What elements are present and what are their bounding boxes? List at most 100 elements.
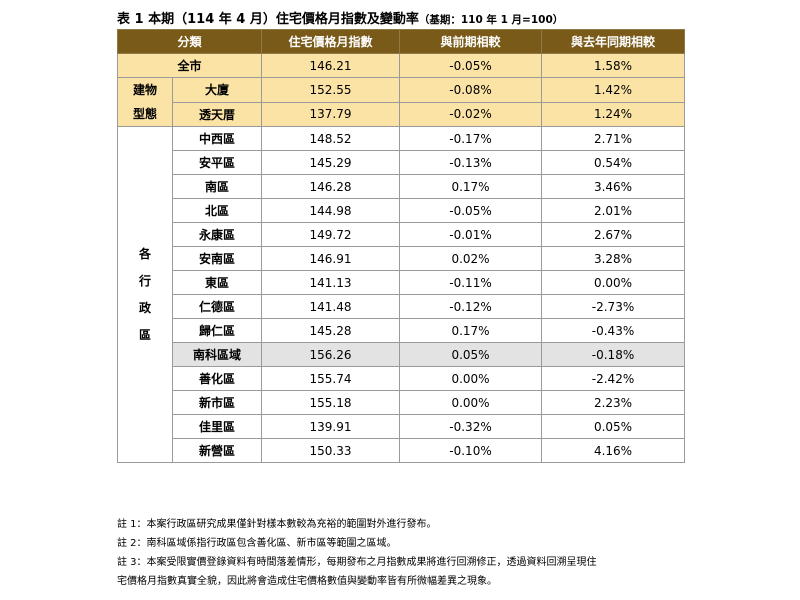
table-row-overall: 全市 146.21 -0.05% 1.58% [116,53,686,78]
cell-yoy: 3.28% [541,246,686,271]
cell-index: 155.18 [261,390,401,415]
cell-yoy: 1.42% [541,77,686,103]
cell-index: 156.26 [261,342,401,367]
table-row: 各 行 政 區中西區 148.52 -0.17% 2.71% [117,126,686,463]
table-row: 透天厝 137.79 -0.02% 1.24% [118,101,686,127]
cell-index: 152.55 [261,77,401,103]
cell-yoy: -0.43% [541,318,686,343]
cell-index: 146.28 [261,174,401,199]
row-label: 永康區 [171,222,263,247]
footnote-2: 註 2：南科區域係指行政區包含善化區、新市區等範圍之區域。 [117,538,397,549]
cell-index: 145.28 [261,318,401,343]
cell-index: 145.29 [261,150,401,175]
cell-mom: 0.05% [399,342,543,367]
table-row: 安平區 145.29 -0.13% 0.54% [118,150,686,175]
table-row: 歸仁區 145.28 0.17% -0.43% [118,318,686,343]
cell-index: 155.74 [261,366,401,391]
table-row: 永康區 149.72 -0.01% 2.67% [118,222,686,247]
cell-mom: -0.11% [399,270,543,295]
footnote-3: 註 3：本案受限實價登錄資料有時間落差情形，每期發布之月指數成果將進行回溯修正，… [117,557,597,568]
cell-index: 150.33 [261,438,401,463]
cell-mom: 0.00% [399,366,543,391]
footnote-1: 註 1：本案行政區研究成果僅針對樣本數較為充裕的範圍對外進行發布。 [117,519,437,530]
row-label: 新市區 [171,390,263,415]
cell-mom: 0.17% [399,318,543,343]
cell-mom: -0.08% [399,77,543,103]
cell-index: 144.98 [261,198,401,223]
header-yoy: 與去年同期相較 [541,29,686,54]
cell-mom: 0.00% [399,390,543,415]
cell-index: 146.21 [261,53,401,78]
cell-index: 146.91 [261,246,401,271]
table-title-main: 表 1 本期（114 年 4 月）住宅價格月指數及變動率 [117,12,419,27]
row-label: 東區 [171,270,263,295]
row-label: 安南區 [171,246,263,271]
cell-yoy: 0.00% [541,270,686,295]
group-label-districts: 各 行 政 區 [117,126,173,463]
cell-index: 148.52 [261,126,401,151]
table-row: 南區 146.28 0.17% 3.46% [118,174,686,199]
table-row: 東區 141.13 -0.11% 0.00% [118,270,686,295]
cell-mom: -0.05% [399,198,543,223]
cell-mom: -0.13% [399,150,543,175]
cell-yoy: 4.16% [541,438,686,463]
cell-mom: -0.17% [399,126,543,151]
group-label-building-type: 建物 型態 [117,77,173,127]
row-label: 善化區 [171,366,263,391]
cell-yoy: -2.42% [541,366,686,391]
cell-yoy: 1.24% [541,101,686,127]
header-mom: 與前期相較 [399,29,543,54]
table-row: 南科區域 156.26 0.05% -0.18% [118,342,686,367]
row-label: 大廈 [171,77,263,103]
table-row: 新營區 150.33 -0.10% 4.16% [118,438,686,463]
table-row: 新市區 155.18 0.00% 2.23% [118,390,686,415]
cell-mom: 0.02% [399,246,543,271]
header-index: 住宅價格月指數 [261,29,401,54]
cell-mom: -0.12% [399,294,543,319]
cell-mom: -0.01% [399,222,543,247]
row-label: 中西區 [171,126,263,151]
cell-mom: -0.10% [399,438,543,463]
cell-index: 141.13 [261,270,401,295]
table-row: 北區 144.98 -0.05% 2.01% [118,198,686,223]
header-category: 分類 [116,29,263,54]
cell-yoy: 3.46% [541,174,686,199]
cell-mom: -0.02% [399,101,543,127]
table-row: 佳里區 139.91 -0.32% 0.05% [118,414,686,439]
cell-mom: -0.05% [399,53,543,78]
footnote-3-continued: 宅價格月指數真實全貌，因此將會造成住宅價格數值與變動率皆有所微幅差異之現象。 [117,576,497,587]
row-label: 南區 [171,174,263,199]
cell-index: 141.48 [261,294,401,319]
table-title: 表 1 本期（114 年 4 月）住宅價格月指數及變動率（基期：110 年 1 … [117,8,563,27]
row-label: 仁德區 [171,294,263,319]
row-label: 北區 [171,198,263,223]
cell-yoy: 2.01% [541,198,686,223]
row-label: 歸仁區 [171,318,263,343]
table-row: 建物 型態 大廈 152.55 -0.08% 1.42% [117,77,686,127]
cell-mom: -0.32% [399,414,543,439]
cell-yoy: -2.73% [541,294,686,319]
table-title-base-period: （基期：110 年 1 月=100） [418,14,564,26]
cell-yoy: 0.05% [541,414,686,439]
row-label: 安平區 [171,150,263,175]
cell-yoy: 1.58% [541,53,686,78]
table-header-row: 分類 住宅價格月指數 與前期相較 與去年同期相較 [116,29,686,54]
cell-yoy: 2.71% [541,126,686,151]
cell-yoy: -0.18% [541,342,686,367]
row-label: 新營區 [171,438,263,463]
cell-yoy: 2.23% [541,390,686,415]
row-label: 佳里區 [171,414,263,439]
table-row: 安南區 146.91 0.02% 3.28% [118,246,686,271]
cell-index: 149.72 [261,222,401,247]
row-label: 南科區域 [171,342,263,367]
row-label: 透天厝 [171,101,263,127]
cell-mom: 0.17% [399,174,543,199]
housing-price-index-table: 分類 住宅價格月指數 與前期相較 與去年同期相較 全市 146.21 -0.05… [116,29,686,463]
cell-index: 139.91 [261,414,401,439]
cell-yoy: 0.54% [541,150,686,175]
row-label: 全市 [116,53,263,78]
footnotes: 註 1：本案行政區研究成果僅針對樣本數較為充裕的範圍對外進行發布。 註 2：南科… [117,515,687,591]
table-row: 善化區 155.74 0.00% -2.42% [118,366,686,391]
cell-index: 137.79 [261,101,401,127]
table-row: 仁德區 141.48 -0.12% -2.73% [118,294,686,319]
